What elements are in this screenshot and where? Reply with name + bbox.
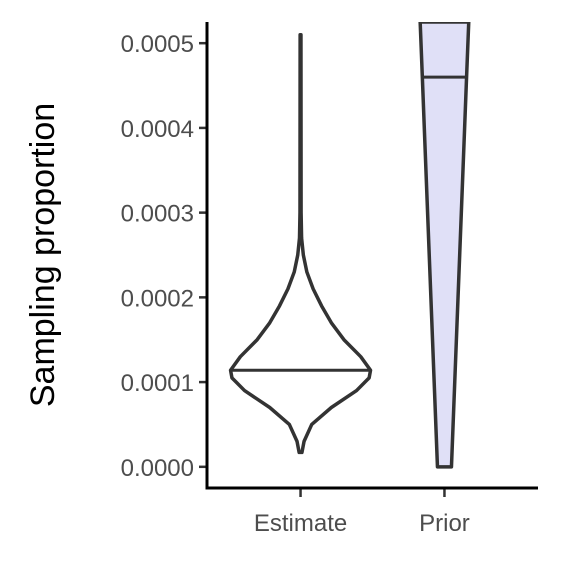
violin-estimate (228, 32, 373, 455)
violin-layer (228, 22, 471, 469)
y-tick-label: 0.0002 (121, 285, 194, 312)
y-tick-label: 0.0003 (121, 201, 194, 228)
x-tick-label: Estimate (254, 510, 347, 537)
y-tick-label: 0.0001 (121, 370, 194, 397)
x-tick-label: Prior (419, 510, 470, 537)
x-axis-ticks: Estimate Prior (254, 488, 470, 537)
y-tick-label: 0.0004 (121, 116, 194, 143)
y-axis-ticks: 0.0000 0.0001 0.0002 0.0003 0.0004 0.0005 (121, 31, 207, 482)
y-tick-label: 0.0005 (121, 31, 194, 58)
y-axis-title: Sampling proportion (24, 103, 62, 407)
y-tick-label: 0.0000 (121, 455, 194, 482)
violin-prior (418, 22, 471, 469)
y-axis-title-group: Sampling proportion (24, 103, 62, 407)
